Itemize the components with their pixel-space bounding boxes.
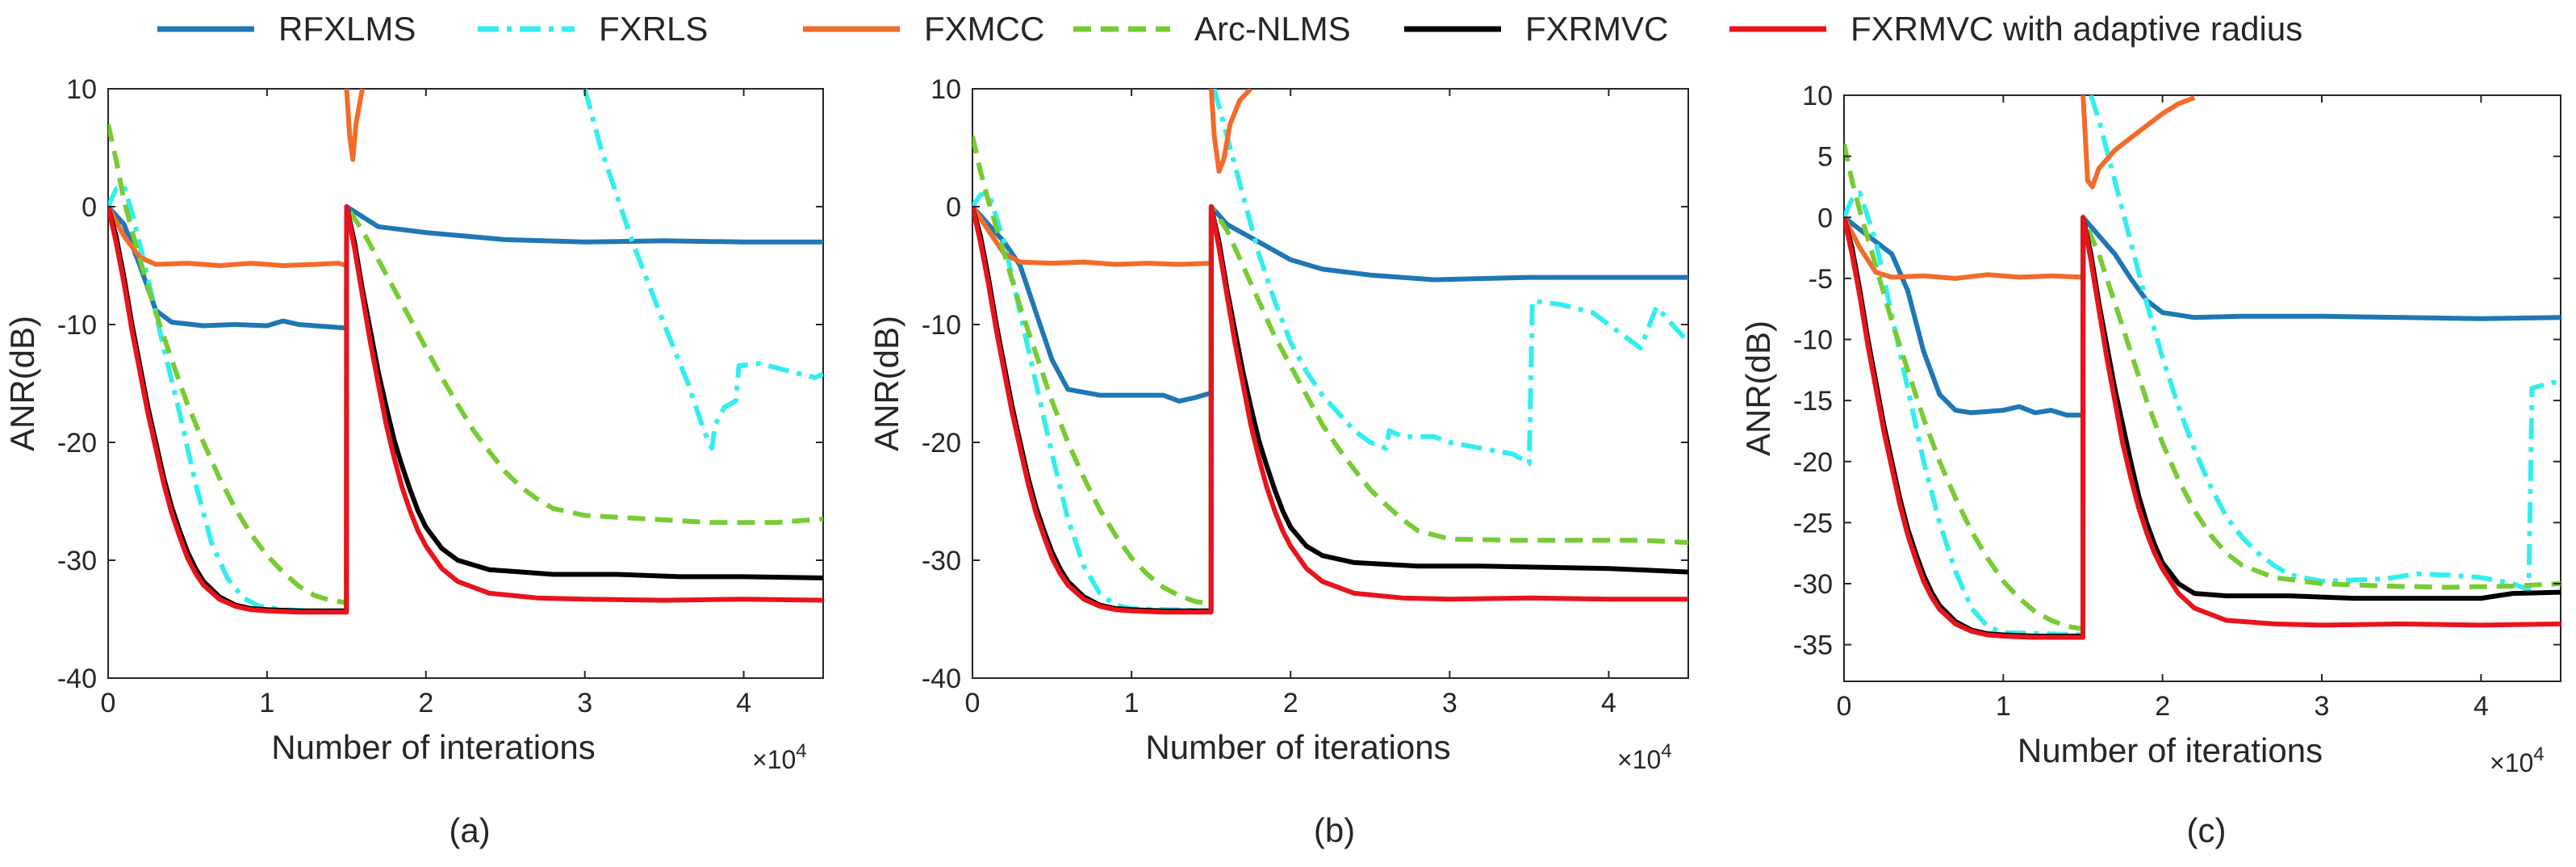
series-line-rfxlms — [1844, 215, 2561, 418]
series-line-fxmcc — [108, 205, 348, 268]
x-tick-label: 3 — [577, 688, 592, 718]
panel-3: 0 1 2 3 4 -35 -30 -25 -20 -15 -10 -5 0 5 10 Number of i… — [1739, 81, 2561, 849]
x-tick-label: 1 — [1124, 688, 1140, 718]
y-tick-label: 0 — [1817, 203, 1833, 233]
y-tick-label: -20 — [922, 428, 961, 459]
x-tick-label: 0 — [101, 688, 116, 718]
legend: RFXLMS FXRLS FXMCC Arc-NLMS FXRMVC FXRMVC wit… — [157, 10, 2302, 48]
y-tick-label: 10 — [66, 74, 97, 105]
series-line-rfxlms — [108, 204, 823, 331]
y-tick-label: 0 — [946, 192, 961, 223]
x-axis-label: Number of iterations — [1145, 728, 1450, 766]
y-tick-label: -5 — [1809, 264, 1833, 295]
series-group — [972, 89, 1688, 615]
y-tick-label: -20 — [1793, 447, 1833, 478]
legend-entry-fxrls: FXRLS — [478, 10, 708, 48]
x-tick-label: 1 — [259, 688, 274, 718]
x-multiplier: ×104 — [1617, 740, 1672, 774]
series-line-fxrls-seg2 — [582, 89, 823, 451]
legend-entry-fxmcc: FXMCC — [803, 10, 1044, 48]
series-line-fxmcc-seg2 — [1208, 89, 1253, 174]
x-tick-label: 2 — [418, 688, 433, 718]
x-multiplier: ×104 — [752, 740, 807, 774]
y-axis-label: ANR(dB) — [868, 316, 905, 451]
legend-entry-rfxlms: RFXLMS — [157, 10, 416, 48]
y-tick-label: -30 — [57, 546, 97, 576]
series-line-fxmcc — [972, 205, 1211, 267]
series-line-fxrmvc-with-adaptive-radius — [108, 204, 823, 615]
panel-caption: (b) — [1314, 811, 1355, 849]
y-tick-label: -20 — [57, 428, 97, 459]
panel-1: 0 1 2 3 4 -40 -30 -20 -10 0 10 Number of interation… — [3, 74, 824, 849]
panel-caption: (c) — [2187, 811, 2227, 849]
x-axis-label: Number of iterations — [2018, 731, 2323, 769]
series-line-fxmcc-seg2 — [2080, 95, 2196, 190]
y-tick-label: -10 — [1793, 325, 1833, 356]
series-line-fxrmvc-with-adaptive-radius — [1844, 215, 2561, 640]
series-line-fxmcc-seg2 — [344, 89, 365, 162]
y-tick-label: 10 — [930, 74, 961, 105]
plot-area — [1843, 94, 2561, 682]
legend-label-fxrls: FXRLS — [599, 10, 708, 48]
series-line-arc-nlms — [108, 124, 823, 605]
panel-caption: (a) — [449, 811, 490, 849]
y-tick-label: -25 — [1793, 508, 1833, 538]
x-multiplier: ×104 — [2490, 743, 2545, 777]
legend-entry-fxrmvc-with-adaptive-radius: FXRMVC with adaptive radius — [1729, 10, 2302, 48]
y-tick-label: -10 — [57, 310, 97, 341]
x-tick-label: 4 — [736, 688, 751, 718]
legend-label-fxrmvc: FXRMVC — [1525, 10, 1668, 48]
x-tick-label: 4 — [1601, 688, 1616, 718]
legend-entry-fxrmvc: FXRMVC — [1404, 10, 1668, 48]
series-line-fxrls-seg2 — [1211, 89, 1688, 467]
y-tick-label: -10 — [922, 310, 961, 341]
y-tick-label: 5 — [1817, 142, 1833, 173]
x-tick-label: 2 — [1283, 688, 1298, 718]
y-tick-label: -15 — [1793, 386, 1833, 417]
y-axis-label: ANR(dB) — [1739, 320, 1777, 456]
y-axis-label: ANR(dB) — [3, 316, 41, 451]
x-tick-label: 0 — [1837, 691, 1852, 722]
series-line-fxrls — [1844, 191, 2084, 638]
x-tick-label: 1 — [1996, 691, 2011, 722]
x-axis-label: Number of interations — [271, 728, 596, 766]
y-tick-label: -30 — [922, 546, 961, 576]
legend-label-rfxlms: RFXLMS — [278, 10, 416, 48]
x-tick-label: 4 — [2474, 691, 2489, 722]
x-tick-label: 3 — [2315, 691, 2330, 722]
y-tick-label: -40 — [922, 664, 961, 694]
y-tick-label: -35 — [1793, 630, 1833, 661]
x-tick-label: 2 — [2155, 691, 2170, 722]
y-tick-label: 0 — [82, 192, 97, 223]
legend-label-fxrmvc-with-adaptive-radius: FXRMVC with adaptive radius — [1850, 10, 2302, 48]
y-tick-label: -40 — [57, 664, 97, 694]
legend-entry-arc-nlms: Arc-NLMS — [1073, 10, 1351, 48]
legend-label-arc-nlms: Arc-NLMS — [1194, 10, 1351, 48]
series-line-rfxlms — [972, 204, 1688, 404]
legend-label-fxmcc: FXMCC — [924, 10, 1044, 48]
y-tick-label: -30 — [1793, 569, 1833, 600]
series-line-fxmcc — [1844, 216, 2084, 281]
series-group — [1844, 95, 2561, 640]
x-tick-label: 0 — [965, 688, 981, 718]
y-tick-label: 10 — [1802, 81, 1833, 111]
series-line-fxrmvc-with-adaptive-radius — [972, 204, 1688, 615]
x-tick-label: 3 — [1442, 688, 1457, 718]
series-group — [108, 89, 823, 615]
panel-2: 0 1 2 3 4 -40 -30 -20 -10 0 10 Number of iterations… — [868, 74, 1689, 849]
